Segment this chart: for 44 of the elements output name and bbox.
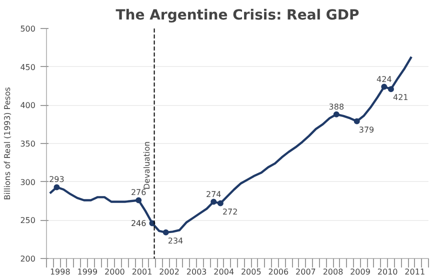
data-label: 424 bbox=[376, 74, 392, 84]
y-tick-label: 400 bbox=[20, 101, 36, 110]
data-label: 421 bbox=[392, 93, 408, 102]
point bbox=[210, 198, 217, 205]
point bbox=[381, 84, 388, 90]
y-tick-label: 300 bbox=[20, 178, 36, 187]
y-axis-title: Billions of Real (1993) Pesos bbox=[3, 87, 12, 200]
point bbox=[333, 111, 340, 118]
point bbox=[162, 229, 169, 236]
y-tick-label: 250 bbox=[20, 216, 36, 226]
x-tick-label: 2011 bbox=[404, 268, 426, 276]
x-tick-label: 2002 bbox=[159, 268, 180, 276]
x-tick-label: 2004 bbox=[214, 268, 234, 276]
x-tick-label: 1998 bbox=[50, 268, 70, 276]
data-label: 276 bbox=[130, 188, 146, 198]
y-tick-label: 350 bbox=[20, 140, 36, 148]
x-tick-label: 2008 bbox=[322, 268, 344, 276]
data-label: 274 bbox=[206, 190, 222, 199]
data-label: 388 bbox=[328, 102, 344, 112]
x-tick-label: 2003 bbox=[186, 268, 207, 276]
data-label: 379 bbox=[358, 125, 374, 134]
point bbox=[388, 86, 394, 92]
x-tick-label: 2006 bbox=[268, 268, 289, 276]
point bbox=[354, 118, 360, 124]
y-tick-label: 200 bbox=[20, 254, 36, 264]
line-series bbox=[48, 56, 413, 236]
x-tick-label: 1999 bbox=[77, 268, 98, 276]
x-tick-label: 2007 bbox=[296, 268, 316, 276]
x-tick-label: 2009 bbox=[350, 268, 370, 276]
ref-line-label: Devaluation bbox=[142, 141, 152, 190]
y-tick-label: 450 bbox=[20, 62, 36, 72]
point bbox=[217, 200, 224, 206]
x-tick-label: 2005 bbox=[240, 268, 262, 276]
point bbox=[136, 197, 142, 204]
x-tick-label: 2010 bbox=[377, 268, 398, 276]
data-label: 293 bbox=[49, 175, 64, 184]
y-tick-label: 500 bbox=[20, 24, 36, 34]
data-label: 234 bbox=[168, 236, 184, 246]
point bbox=[54, 184, 60, 190]
data-label: 272 bbox=[222, 207, 238, 216]
x-tick-label: 2000 bbox=[104, 268, 125, 276]
data-label: 246 bbox=[130, 219, 146, 228]
chart-title: The Argentine Crisis: Real GDP bbox=[116, 8, 360, 24]
x-tick-label: 2001 bbox=[132, 268, 152, 276]
